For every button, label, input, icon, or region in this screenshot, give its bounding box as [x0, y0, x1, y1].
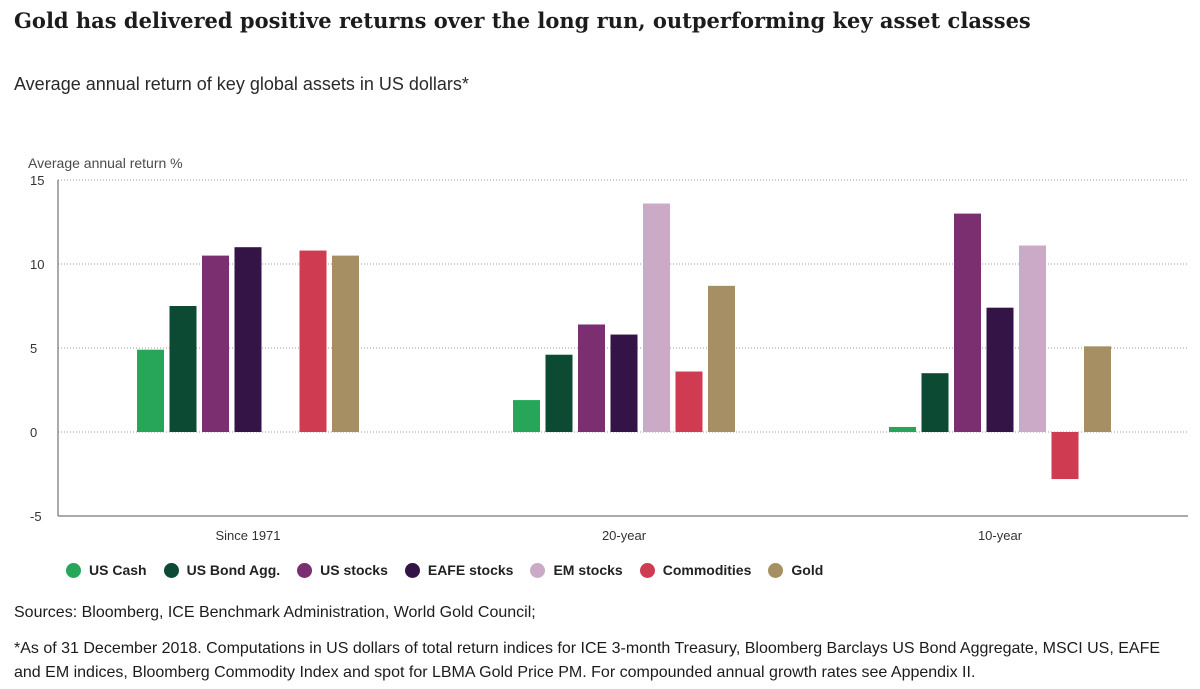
legend-label: EAFE stocks	[427, 562, 514, 578]
legend-item: Gold	[768, 562, 823, 578]
bar-em-stocks-2	[643, 203, 670, 432]
bar-us-cash-2	[513, 400, 540, 432]
legend-label: US Cash	[89, 562, 147, 578]
legend-item: EM stocks	[530, 562, 623, 578]
bar-us-bond-agg-2	[545, 354, 573, 432]
footnote-text: *As of 31 December 2018. Computations in…	[14, 640, 1161, 681]
legend-item: Commodities	[639, 562, 752, 578]
bar-commodities-1	[299, 250, 327, 432]
legend-swatch	[163, 562, 179, 578]
y-tick-label: 5	[30, 341, 37, 356]
sources-text: Sources: Bloomberg, ICE Benchmark Admini…	[14, 604, 536, 621]
x-category-label: 20-year	[602, 528, 647, 543]
y-tick-label: 10	[30, 257, 44, 272]
bar-eafe-stocks-2	[610, 334, 638, 432]
bar-gold-3	[1084, 346, 1111, 432]
bar-us-stocks-1	[202, 255, 229, 432]
chart-title: Gold has delivered positive returns over…	[14, 8, 1031, 33]
x-category-label: Since 1971	[215, 528, 280, 543]
legend-label: US Bond Agg.	[186, 562, 281, 578]
bar-us-stocks-3	[954, 213, 981, 432]
chart-legend: US Cash US Bond Agg. US stocks EAFE stocks E…	[66, 562, 840, 578]
legend-swatch	[66, 562, 81, 578]
bar-eafe-stocks-1	[234, 247, 262, 432]
legend-item: US Bond Agg.	[163, 562, 281, 578]
legend-label: Gold	[791, 562, 824, 578]
x-category-label: 10-year	[978, 528, 1023, 543]
bar-us-bond-agg-3	[921, 373, 949, 432]
legend-label: US stocks	[320, 562, 388, 578]
y-tick-label: 15	[30, 173, 44, 188]
legend-swatch	[297, 562, 313, 578]
y-tick-label: -5	[30, 509, 42, 524]
y-axis-label: Average annual return %	[28, 155, 183, 171]
legend-swatch	[530, 562, 546, 578]
bar-gold-1	[332, 255, 359, 432]
bar-gold-2	[708, 285, 735, 432]
bar-us-bond-agg-1	[169, 306, 197, 432]
bar-em-stocks-3	[1019, 245, 1046, 432]
bar-chart: Average annual return % 15 10 5 0 -5 Since 197…	[28, 155, 1188, 543]
legend-label: EM stocks	[553, 562, 623, 578]
bar-eafe-stocks-3	[986, 307, 1014, 432]
legend-swatch	[639, 562, 655, 578]
bar-us-stocks-2	[578, 324, 605, 432]
legend-label: Commodities	[662, 562, 752, 578]
legend-swatch	[404, 562, 420, 578]
legend-item: EAFE stocks	[404, 562, 514, 578]
legend-swatch	[768, 562, 784, 578]
y-tick-label: 0	[30, 425, 37, 440]
bar-us-cash-3	[889, 426, 916, 432]
bar-commodities-2	[675, 371, 703, 432]
chart-subtitle: Average annual return of key global asse…	[14, 74, 469, 94]
legend-item: US stocks	[297, 562, 388, 578]
bar-commodities-3	[1051, 432, 1079, 480]
bar-us-cash-1	[137, 349, 164, 432]
legend-item: US Cash	[66, 562, 147, 578]
